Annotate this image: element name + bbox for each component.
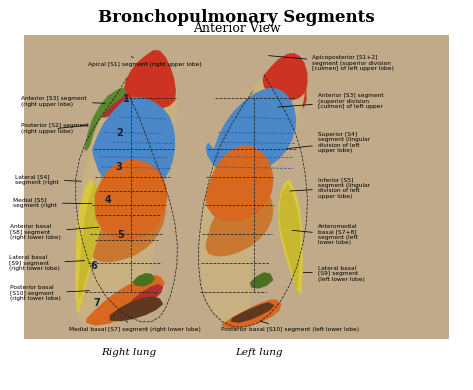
- Text: Anterior [S3] segment
(right upper lobe): Anterior [S3] segment (right upper lobe): [21, 96, 105, 106]
- Text: Inferior [S5]
segment (lingular
division of left
upper lobe): Inferior [S5] segment (lingular division…: [290, 177, 370, 199]
- Polygon shape: [24, 35, 449, 339]
- Text: Bronchopulmonary Segments: Bronchopulmonary Segments: [98, 9, 375, 26]
- Text: Apicoposterior [S1+2]
segment (superior division
[culmen] of left upper lobe): Apicoposterior [S1+2] segment (superior …: [269, 55, 394, 71]
- Polygon shape: [206, 88, 296, 175]
- Text: Medial [S5]
segment (right: Medial [S5] segment (right: [13, 198, 92, 208]
- Polygon shape: [278, 179, 303, 294]
- Polygon shape: [110, 296, 163, 321]
- Text: Lateral [S4]
segment (right: Lateral [S4] segment (right: [15, 174, 81, 184]
- Polygon shape: [205, 145, 273, 222]
- Text: Lateral basal
[S9] segment
(right lower lobe): Lateral basal [S9] segment (right lower …: [9, 255, 85, 271]
- Polygon shape: [124, 50, 176, 109]
- Polygon shape: [221, 300, 281, 328]
- Polygon shape: [231, 302, 274, 323]
- Text: Posterior basal
[S10] segment
(right lower lobe): Posterior basal [S10] segment (right low…: [10, 285, 89, 301]
- Text: 7: 7: [94, 298, 100, 308]
- Text: Anteromedial
basal [S7+8]
segment (left
lower lobe): Anteromedial basal [S7+8] segment (left …: [292, 224, 358, 245]
- Polygon shape: [92, 97, 175, 196]
- Text: 6: 6: [90, 261, 97, 271]
- Text: 5: 5: [117, 230, 124, 240]
- Text: 3: 3: [115, 162, 122, 172]
- Polygon shape: [279, 184, 300, 292]
- Polygon shape: [303, 81, 307, 109]
- Text: Apical [S1] segment (right upper lobe): Apical [S1] segment (right upper lobe): [88, 57, 201, 67]
- Polygon shape: [76, 179, 102, 312]
- Polygon shape: [102, 90, 129, 118]
- Polygon shape: [250, 272, 273, 289]
- Text: Superior [S4]
segment (lingular
division of left
upper lobe): Superior [S4] segment (lingular division…: [287, 132, 370, 153]
- Text: Anterior [S3] segment
(superior division
[culmen] of left upper: Anterior [S3] segment (superior division…: [278, 94, 384, 109]
- Text: 1: 1: [123, 94, 130, 105]
- Text: Posterior basal [S10] segment (left lower lobe): Posterior basal [S10] segment (left lowe…: [221, 321, 359, 332]
- Polygon shape: [95, 160, 167, 241]
- Polygon shape: [84, 87, 127, 151]
- Text: Anterior View: Anterior View: [193, 22, 280, 35]
- Text: Posterior [S2] segment
(right upper lobe): Posterior [S2] segment (right upper lobe…: [21, 124, 89, 134]
- Polygon shape: [206, 184, 273, 257]
- Text: Anterior basal
[S8] segment
(right lower lobe): Anterior basal [S8] segment (right lower…: [10, 224, 99, 240]
- Polygon shape: [132, 273, 155, 287]
- Polygon shape: [78, 183, 103, 300]
- Text: 4: 4: [105, 195, 111, 205]
- Polygon shape: [75, 50, 177, 328]
- Polygon shape: [86, 275, 165, 326]
- Text: 2: 2: [116, 128, 123, 138]
- Polygon shape: [130, 284, 163, 307]
- Text: Right lung: Right lung: [101, 348, 156, 358]
- Polygon shape: [89, 176, 166, 262]
- Polygon shape: [200, 54, 307, 328]
- Text: Lateral basal
[S9] segment
(left lower lobe): Lateral basal [S9] segment (left lower l…: [303, 266, 365, 282]
- Polygon shape: [263, 53, 307, 101]
- Text: Medial basal [S7] segment (right lower lobe): Medial basal [S7] segment (right lower l…: [69, 321, 201, 332]
- Text: Left lung: Left lung: [236, 348, 283, 358]
